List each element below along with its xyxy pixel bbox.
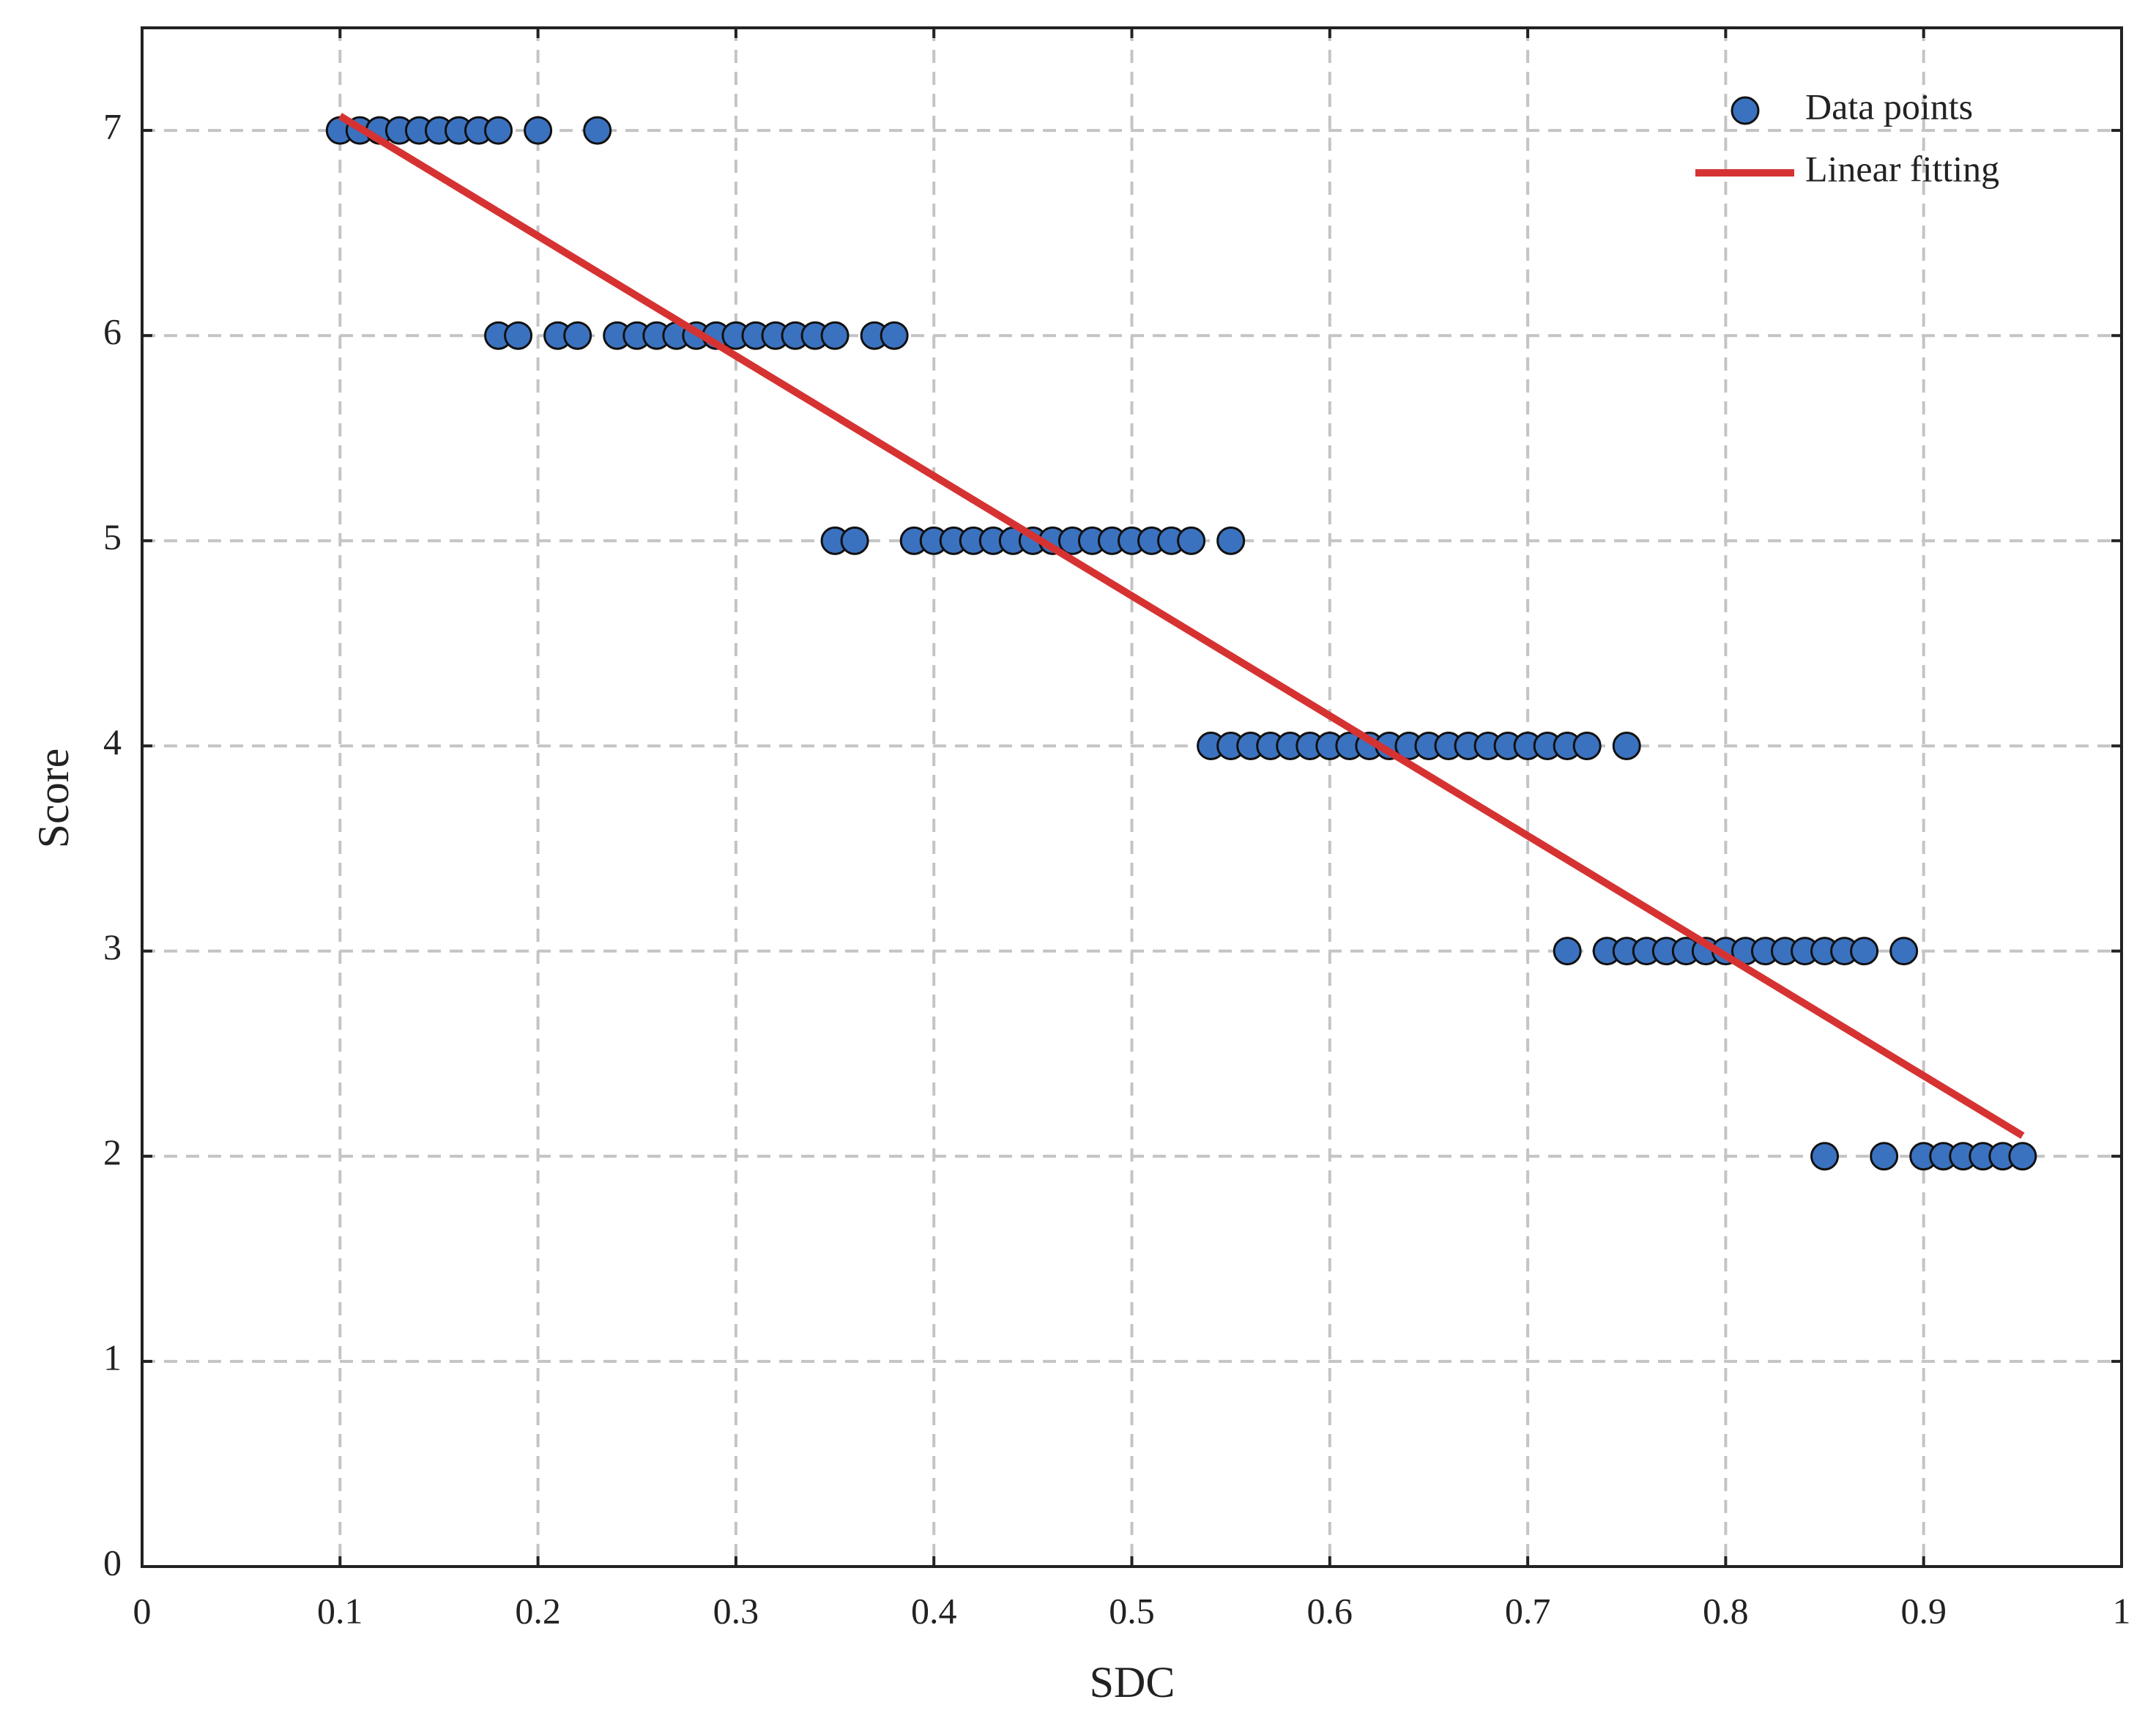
data-point: [484, 116, 513, 145]
data-point: [1553, 937, 1582, 966]
x-tick-label: 0.9: [1900, 1590, 1947, 1631]
x-tick-label: 0.6: [1307, 1590, 1353, 1631]
y-tick-label: 1: [103, 1337, 122, 1378]
plot-frame: [141, 26, 2123, 1568]
data-point: [1810, 1142, 1840, 1171]
y-axis-label: Score: [29, 748, 78, 849]
y-tick-label: 4: [103, 721, 122, 762]
x-tick-label: 0.4: [911, 1590, 957, 1631]
data-point: [840, 526, 869, 555]
data-point: [880, 321, 909, 350]
x-axis-label: SDC: [1090, 1658, 1175, 1706]
fit-line: [338, 113, 2025, 1139]
data-point: [524, 116, 553, 145]
data-point: [1177, 526, 1206, 555]
x-tick-label: 0.5: [1109, 1590, 1155, 1631]
x-tick-label: 0.8: [1703, 1590, 1749, 1631]
x-tick-label: 0.7: [1505, 1590, 1551, 1631]
x-tick-label: 0.3: [713, 1590, 759, 1631]
data-point: [1850, 937, 1879, 966]
data-point: [1870, 1142, 1899, 1171]
data-point: [583, 116, 612, 145]
data-point: [563, 321, 592, 350]
data-point: [2008, 1142, 2037, 1171]
x-tick-label: 1: [2113, 1590, 2131, 1631]
legend-marker: [1731, 96, 1760, 125]
data-point: [504, 321, 533, 350]
x-tick-label: 0.1: [317, 1590, 363, 1631]
y-tick-label: 7: [103, 106, 122, 147]
y-tick-label: 2: [103, 1132, 122, 1173]
y-tick-label: 0: [103, 1542, 122, 1583]
legend-label: Data points: [1805, 86, 1973, 127]
data-point: [1889, 937, 1919, 966]
data-point: [1612, 731, 1641, 760]
y-tick-label: 3: [103, 926, 122, 967]
data-point: [1572, 731, 1602, 760]
data-point: [820, 321, 850, 350]
x-tick-label: 0.2: [515, 1590, 561, 1631]
y-tick-label: 6: [103, 311, 122, 352]
x-tick-label: 0: [133, 1590, 152, 1631]
data-point: [1216, 526, 1246, 555]
y-tick-label: 5: [103, 516, 122, 557]
legend-label: Linear fitting: [1805, 148, 1999, 189]
